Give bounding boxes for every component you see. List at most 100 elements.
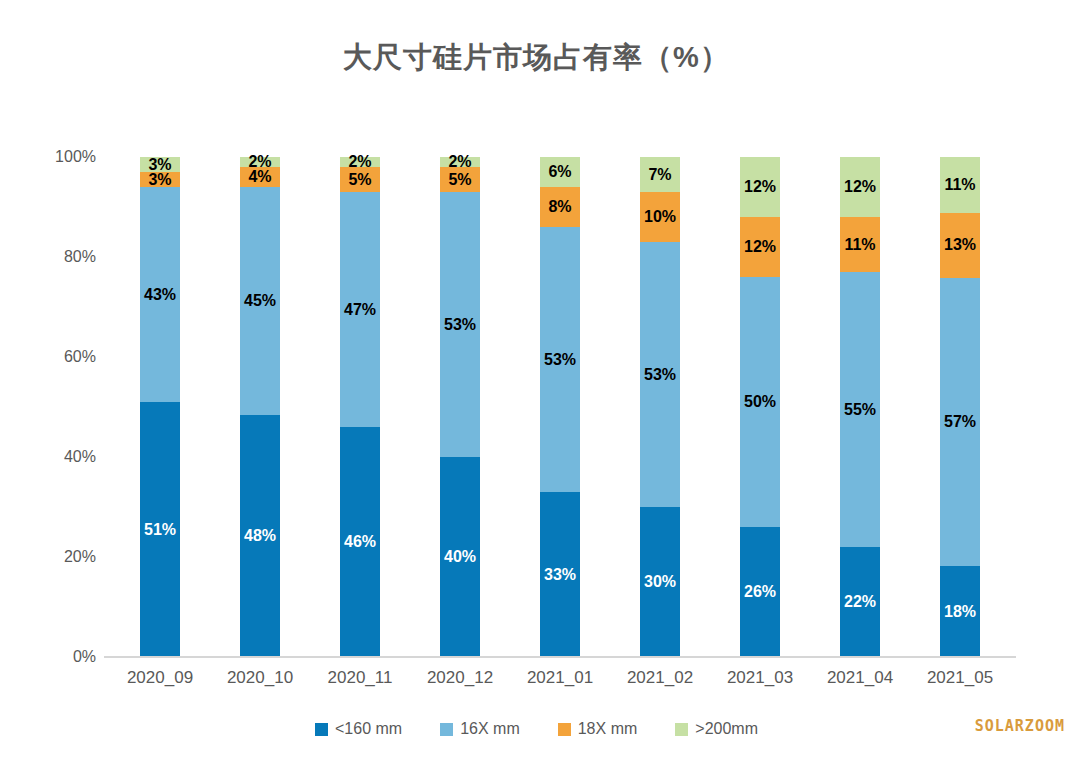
legend-label: 18X mm bbox=[578, 721, 638, 737]
segment-data-label: 51% bbox=[140, 522, 180, 538]
bar-column-2021_01: 6%8%53%33% bbox=[510, 157, 610, 657]
bar-segment-18Xmm: 12% bbox=[740, 217, 780, 277]
legend-item: 18X mm bbox=[558, 721, 638, 737]
stacked-bar: 11% 13% 57% 18% bbox=[940, 157, 980, 657]
y-axis: 0%20%40%60%80%100% bbox=[0, 157, 96, 657]
y-tick-label: 0% bbox=[0, 648, 96, 666]
bar-segment-200mm: 12% bbox=[740, 157, 780, 217]
x-tick-label: 2021_04 bbox=[810, 668, 910, 688]
legend-item: 16X mm bbox=[440, 721, 520, 737]
bar-segment-200mm: 2% bbox=[240, 157, 280, 167]
bar-column-2021_05: 11% 13% 57% 18% bbox=[910, 157, 1010, 657]
segment-data-label: 3% bbox=[140, 172, 180, 188]
bar-column-2021_02: 7% 10% 53% 30% bbox=[610, 157, 710, 657]
legend-swatch bbox=[440, 723, 453, 736]
x-tick-label: 2021_05 bbox=[910, 668, 1010, 688]
segment-data-label: 12% bbox=[740, 179, 780, 195]
stacked-bar: 3%3%43%51% bbox=[140, 157, 180, 657]
bar-segment-18Xmm: 3% bbox=[140, 172, 180, 187]
y-tick-label: 40% bbox=[0, 448, 96, 466]
bar-segment-200mm: 11% bbox=[940, 157, 980, 213]
segment-data-label: 11% bbox=[940, 177, 980, 193]
bar-segment-160mm: 22% bbox=[840, 547, 880, 657]
stacked-bar: 6%8%53%33% bbox=[540, 157, 580, 657]
segment-data-label: 5% bbox=[440, 172, 480, 188]
bar-segment-18Xmm: 4% bbox=[240, 167, 280, 187]
segment-data-label: 30% bbox=[640, 574, 680, 590]
x-tick-label: 2020_11 bbox=[310, 668, 410, 688]
bar-column-2020_09: 3%3%43%51% bbox=[110, 157, 210, 657]
bar-segment-200mm: 7% bbox=[640, 157, 680, 192]
bars-area: 3%3%43%51%2%4%45%48%2%5%47%46%2%5%53%40%… bbox=[110, 157, 1010, 657]
stacked-bar: 12% 11% 55% 22% bbox=[840, 157, 880, 657]
stacked-bar: 7% 10% 53% 30% bbox=[640, 157, 680, 657]
segment-data-label: 13% bbox=[940, 237, 980, 253]
bar-column-2021_04: 12% 11% 55% 22% bbox=[810, 157, 910, 657]
segment-data-label: 5% bbox=[340, 172, 380, 188]
segment-data-label: 6% bbox=[540, 164, 580, 180]
y-tick-label: 60% bbox=[0, 348, 96, 366]
legend-label: 16X mm bbox=[460, 721, 520, 737]
segment-data-label: 26% bbox=[740, 584, 780, 600]
stacked-bar: 2% 5% 53% 40% bbox=[440, 157, 480, 657]
bar-segment-16Xmm: 50% bbox=[740, 277, 780, 527]
stacked-bar: 2%4%45%48% bbox=[240, 157, 280, 657]
legend-swatch bbox=[558, 723, 571, 736]
segment-data-label: 8% bbox=[540, 199, 580, 215]
segment-data-label: 2% bbox=[340, 154, 380, 170]
segment-data-label: 12% bbox=[840, 179, 880, 195]
bar-segment-200mm: 6% bbox=[540, 157, 580, 187]
stacked-bar: 12% 12% 50% 26% bbox=[740, 157, 780, 657]
segment-data-label: 10% bbox=[640, 209, 680, 225]
bar-segment-18Xmm: 13% bbox=[940, 213, 980, 279]
bar-segment-160mm: 18% bbox=[940, 566, 980, 657]
segment-data-label: 18% bbox=[940, 604, 980, 620]
bar-segment-18Xmm: 11% bbox=[840, 217, 880, 272]
bar-segment-16Xmm: 53% bbox=[440, 192, 480, 457]
bar-segment-16Xmm: 53% bbox=[640, 242, 680, 507]
watermark: SOLARZOOM bbox=[975, 717, 1065, 735]
bar-column-2021_03: 12% 12% 50% 26% bbox=[710, 157, 810, 657]
x-tick-label: 2021_03 bbox=[710, 668, 810, 688]
y-tick-label: 100% bbox=[0, 148, 96, 166]
segment-data-label: 47% bbox=[340, 302, 380, 318]
legend: <160 mm 16X mm 18X mm >200mm bbox=[0, 721, 1073, 737]
y-tick-label: 80% bbox=[0, 248, 96, 266]
bar-segment-200mm: 2% bbox=[440, 157, 480, 167]
legend-swatch bbox=[315, 723, 328, 736]
bar-segment-160mm: 30% bbox=[640, 507, 680, 657]
segment-data-label: 40% bbox=[440, 549, 480, 565]
segment-data-label: 57% bbox=[940, 414, 980, 430]
x-tick-label: 2021_01 bbox=[510, 668, 610, 688]
x-tick-label: 2020_09 bbox=[110, 668, 210, 688]
bar-column-2020_10: 2%4%45%48% bbox=[210, 157, 310, 657]
legend-swatch bbox=[675, 723, 688, 736]
bar-column-2020_12: 2% 5% 53% 40% bbox=[410, 157, 510, 657]
bar-segment-16Xmm: 43% bbox=[140, 187, 180, 402]
bar-segment-160mm: 33% bbox=[540, 492, 580, 657]
x-tick-label: 2020_12 bbox=[410, 668, 510, 688]
legend-item: >200mm bbox=[675, 721, 758, 737]
segment-data-label: 45% bbox=[240, 293, 280, 309]
legend-item: <160 mm bbox=[315, 721, 402, 737]
legend-label: >200mm bbox=[695, 721, 758, 737]
bar-segment-160mm: 40% bbox=[440, 457, 480, 657]
bar-segment-160mm: 26% bbox=[740, 527, 780, 657]
segment-data-label: 46% bbox=[340, 534, 380, 550]
segment-data-label: 53% bbox=[640, 367, 680, 383]
x-tick-label: 2020_10 bbox=[210, 668, 310, 688]
chart-canvas: 大尺寸硅片市场占有率（%） 0%20%40%60%80%100% 3%3%43%… bbox=[0, 0, 1073, 762]
segment-data-label: 4% bbox=[240, 169, 280, 185]
segment-data-label: 55% bbox=[840, 402, 880, 418]
segment-data-label: 43% bbox=[140, 287, 180, 303]
bar-segment-200mm: 2% bbox=[340, 157, 380, 167]
bar-segment-16Xmm: 47% bbox=[340, 192, 380, 427]
bar-segment-18Xmm: 8% bbox=[540, 187, 580, 227]
bar-segment-200mm: 12% bbox=[840, 157, 880, 217]
x-tick-label: 2021_02 bbox=[610, 668, 710, 688]
segment-data-label: 33% bbox=[540, 567, 580, 583]
chart-title: 大尺寸硅片市场占有率（%） bbox=[0, 38, 1073, 78]
bar-segment-16Xmm: 55% bbox=[840, 272, 880, 547]
segment-data-label: 12% bbox=[740, 239, 780, 255]
bar-segment-18Xmm: 5% bbox=[340, 167, 380, 192]
